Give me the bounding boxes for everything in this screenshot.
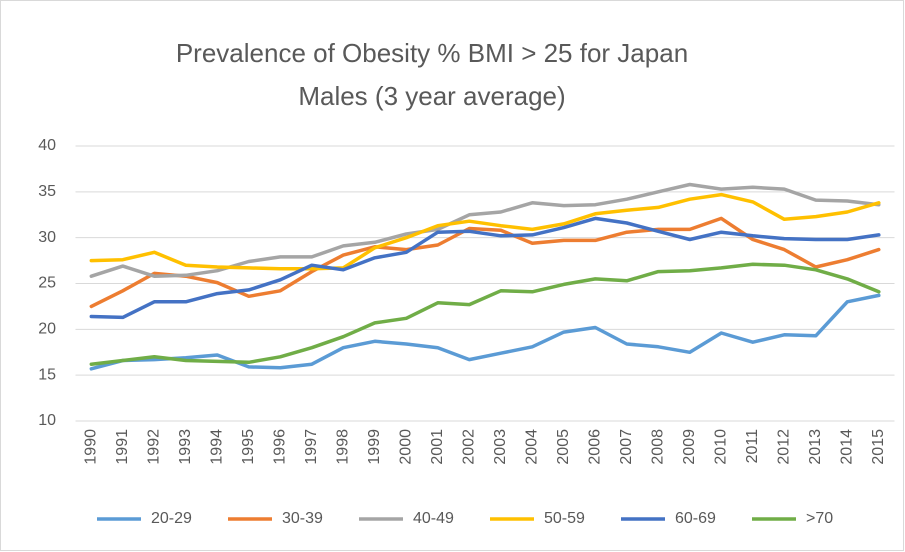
x-tick-label: 1993 [177,429,194,465]
chart-title: Prevalence of Obesity % BMI > 25 for Jap… [176,38,688,68]
legend-label: 20-29 [151,510,192,527]
x-tick-label: 2012 [775,429,792,465]
y-tick-label: 25 [38,275,56,292]
x-tick-label: 2011 [744,429,761,464]
x-tick-label: 2004 [523,429,540,465]
x-tick-label: 2003 [492,429,509,465]
x-tick-label: 1990 [82,429,99,465]
x-tick-label: 2005 [555,429,572,465]
y-tick-label: 30 [38,229,56,246]
legend-label: >70 [806,510,833,527]
y-tick-label: 15 [38,366,56,383]
legend-label: 60-69 [675,510,716,527]
x-tick-label: 2009 [681,429,698,465]
y-tick-label: 20 [38,321,56,338]
y-tick-label: 10 [38,412,56,429]
x-tick-label: 1999 [366,429,383,465]
legend-label: 30-39 [282,510,323,527]
y-tick-label: 35 [38,183,56,200]
series-line [89,182,881,278]
chart-title: Males (3 year average) [298,81,565,111]
x-tick-label: 2007 [618,429,635,465]
series-line [89,216,881,320]
x-tick-label: 2013 [807,429,824,465]
x-tick-label: 2008 [649,429,666,465]
y-tick-label: 40 [38,137,56,154]
x-tick-label: 2015 [870,429,887,465]
x-tick-label: 2001 [429,429,446,465]
x-tick-label: 2000 [397,429,414,465]
series-line [89,293,881,371]
x-tick-label: 2010 [712,429,729,465]
legend-label: 40-49 [413,510,454,527]
x-tick-label: 1994 [208,429,225,465]
x-tick-label: 1991 [114,429,131,465]
x-tick-label: 1996 [271,429,288,465]
x-tick-label: 1997 [303,429,320,465]
x-tick-label: 2014 [838,429,855,465]
x-tick-label: 1995 [240,429,257,465]
x-tick-label: 1998 [334,429,351,465]
x-tick-label: 1992 [145,429,162,465]
legend-label: 50-59 [544,510,585,527]
x-tick-label: 2006 [586,429,603,465]
series-line [89,262,881,366]
x-tick-label: 2002 [460,429,477,465]
series-line [89,192,881,271]
